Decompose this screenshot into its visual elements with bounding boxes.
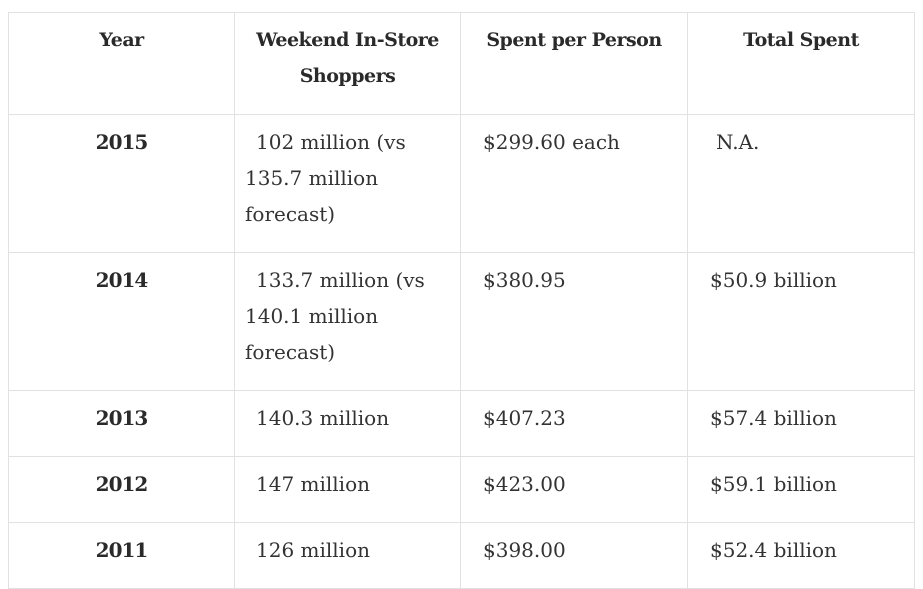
shoppers-line: 140.3 million bbox=[256, 406, 390, 430]
shoppers-cell: 147 million bbox=[234, 456, 461, 523]
total-spent-cell: $59.1 billion bbox=[687, 456, 915, 523]
shopping-stats-table: Year Weekend In-Store Shoppers Spent per… bbox=[8, 12, 915, 589]
spent-per-person-cell: $380.95 bbox=[460, 252, 688, 391]
table-row: 2011 126 million $398.00 $52.4 billion bbox=[8, 522, 915, 589]
total-spent-cell: $57.4 billion bbox=[687, 390, 915, 457]
header-shoppers-line2: Shoppers bbox=[299, 65, 396, 87]
shoppers-line: 102 million (vs bbox=[256, 130, 406, 154]
year-cell: 2014 bbox=[8, 252, 235, 391]
shoppers-line: 135.7 million bbox=[245, 166, 379, 190]
shoppers-cell: 140.3 million bbox=[234, 390, 461, 457]
shoppers-cell: 126 million bbox=[234, 522, 461, 589]
header-year: Year bbox=[8, 12, 235, 115]
header-shoppers-line1: Weekend In-Store bbox=[256, 29, 439, 51]
shoppers-line: 147 million bbox=[256, 472, 371, 496]
shoppers-cell: 133.7 million (vs 140.1 million forecast… bbox=[234, 252, 461, 391]
shoppers-line: forecast) bbox=[245, 202, 336, 226]
total-spent-cell: $50.9 billion bbox=[687, 252, 915, 391]
table-row: 2014 133.7 million (vs 140.1 million for… bbox=[8, 252, 915, 391]
shoppers-cell: 102 million (vs 135.7 million forecast) bbox=[234, 114, 461, 253]
shoppers-line: 126 million bbox=[256, 538, 371, 562]
shoppers-line: 140.1 million bbox=[245, 304, 379, 328]
year-cell: 2011 bbox=[8, 522, 235, 589]
year-cell: 2013 bbox=[8, 390, 235, 457]
spent-per-person-cell: $398.00 bbox=[460, 522, 688, 589]
shoppers-line: 133.7 million (vs bbox=[256, 268, 425, 292]
spent-per-person-cell: $407.23 bbox=[460, 390, 688, 457]
spent-per-person-cell: $299.60 each bbox=[460, 114, 688, 253]
header-spent-per-person: Spent per Person bbox=[460, 12, 688, 115]
header-total-spent: Total Spent bbox=[687, 12, 915, 115]
total-spent-cell: $52.4 billion bbox=[687, 522, 915, 589]
year-cell: 2012 bbox=[8, 456, 235, 523]
table-row: 2015 102 million (vs 135.7 million forec… bbox=[8, 114, 915, 253]
table-row: 2013 140.3 million $407.23 $57.4 billion bbox=[8, 390, 915, 457]
spent-per-person-cell: $423.00 bbox=[460, 456, 688, 523]
year-cell: 2015 bbox=[8, 114, 235, 253]
total-spent-cell: N.A. bbox=[687, 114, 915, 253]
header-weekend-shoppers: Weekend In-Store Shoppers bbox=[234, 12, 461, 115]
shoppers-line: forecast) bbox=[245, 340, 336, 364]
table-row: 2012 147 million $423.00 $59.1 billion bbox=[8, 456, 915, 523]
table-header-row: Year Weekend In-Store Shoppers Spent per… bbox=[8, 12, 915, 115]
